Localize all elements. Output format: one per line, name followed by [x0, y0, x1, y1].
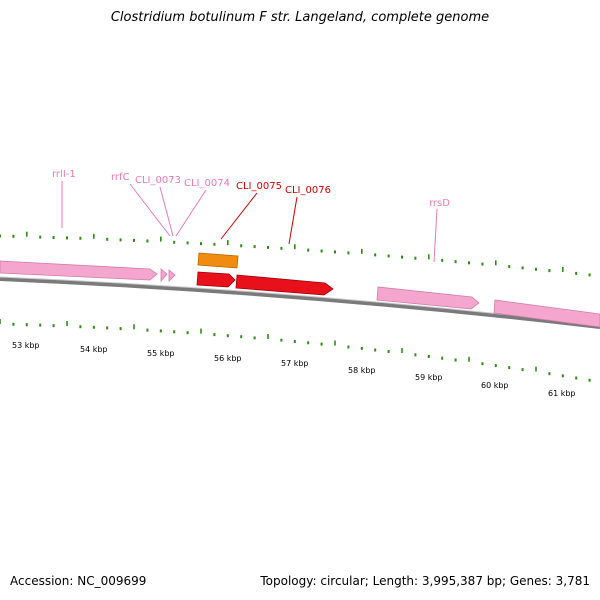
- label-CLI-0076[interactable]: CLI_0076: [285, 185, 331, 196]
- kbp-label: 55 kbp: [147, 349, 175, 358]
- upper-tick-track: [0, 231, 591, 277]
- feature-label-group: rrlI-1 rrfC CLI_0073 CLI_0074 CLI_0075 C…: [52, 169, 450, 209]
- feature-next-rna[interactable]: [493, 299, 600, 328]
- feature-CLI-0073[interactable]: [168, 269, 176, 282]
- genome-backbone: [0, 277, 600, 329]
- accession-text: Accession: NC_009699: [10, 574, 147, 588]
- label-leaders: [61, 181, 438, 263]
- feature-track: [0, 252, 600, 328]
- kbp-label: 53 kbp: [12, 341, 40, 350]
- label-CLI-0073[interactable]: CLI_0073: [135, 175, 181, 186]
- label-rrfC[interactable]: rrfC: [111, 172, 130, 183]
- feature-rrfC[interactable]: [160, 268, 168, 283]
- label-rrlI-1[interactable]: rrlI-1: [52, 169, 76, 180]
- feature-CLI-0075-cds[interactable]: [196, 271, 236, 288]
- kbp-label: 54 kbp: [80, 345, 108, 354]
- kbp-label: 59 kbp: [415, 373, 443, 382]
- label-CLI-0074[interactable]: CLI_0074: [184, 178, 230, 189]
- kbp-label-group: 53 kbp 54 kbp 55 kbp 56 kbp 57 kbp 58 kb…: [12, 341, 576, 398]
- label-rrsD[interactable]: rrsD: [429, 198, 450, 209]
- kbp-label: 58 kbp: [348, 366, 376, 375]
- kbp-label: 56 kbp: [214, 354, 242, 363]
- feature-CLI-0076[interactable]: [235, 274, 334, 296]
- kbp-label: 61 kbp: [548, 389, 576, 398]
- feature-rrsD[interactable]: [376, 286, 480, 310]
- label-CLI-0075[interactable]: CLI_0075: [236, 181, 282, 192]
- kbp-label: 57 kbp: [281, 359, 309, 368]
- kbp-label: 60 kbp: [481, 381, 509, 390]
- feature-CLI-0075[interactable]: [197, 252, 239, 269]
- feature-rrlI-1[interactable]: [0, 260, 158, 281]
- map-title: Clostridium botulinum F str. Langeland, …: [110, 10, 490, 25]
- topology-summary-text: Topology: circular; Length: 3,995,387 bp…: [260, 574, 590, 588]
- lower-tick-track: [0, 319, 591, 382]
